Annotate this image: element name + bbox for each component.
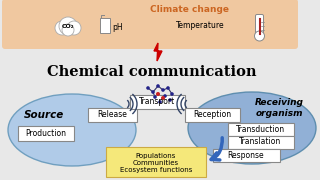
FancyBboxPatch shape xyxy=(18,125,74,141)
Circle shape xyxy=(166,86,170,90)
Circle shape xyxy=(62,24,74,36)
Circle shape xyxy=(163,94,167,98)
Circle shape xyxy=(161,88,165,92)
Ellipse shape xyxy=(8,94,136,166)
FancyBboxPatch shape xyxy=(185,107,239,122)
Circle shape xyxy=(170,92,174,96)
FancyBboxPatch shape xyxy=(130,94,185,109)
Text: Ecosystem functions: Ecosystem functions xyxy=(120,167,192,173)
Circle shape xyxy=(153,95,157,99)
Circle shape xyxy=(146,86,150,90)
FancyBboxPatch shape xyxy=(100,17,109,33)
Circle shape xyxy=(156,92,160,96)
Circle shape xyxy=(168,98,172,102)
Circle shape xyxy=(156,84,160,88)
FancyBboxPatch shape xyxy=(106,147,206,177)
Text: Transport: Transport xyxy=(139,97,175,106)
Text: Communities: Communities xyxy=(133,160,179,166)
FancyBboxPatch shape xyxy=(255,15,263,35)
Circle shape xyxy=(158,100,162,104)
FancyBboxPatch shape xyxy=(2,0,298,49)
Polygon shape xyxy=(154,43,162,61)
FancyBboxPatch shape xyxy=(228,123,293,136)
Circle shape xyxy=(55,21,69,35)
Text: Temperature: Temperature xyxy=(176,21,224,30)
Circle shape xyxy=(161,96,165,100)
Circle shape xyxy=(151,90,155,94)
Circle shape xyxy=(254,31,265,41)
Text: CO₂: CO₂ xyxy=(62,24,74,30)
Text: Receiving
organism: Receiving organism xyxy=(254,98,303,118)
Text: Chemical communication: Chemical communication xyxy=(47,65,257,79)
Text: Source: Source xyxy=(24,110,64,120)
Text: Translation: Translation xyxy=(239,138,282,147)
Circle shape xyxy=(59,17,77,35)
Text: Populations: Populations xyxy=(136,153,176,159)
Circle shape xyxy=(67,21,81,35)
FancyBboxPatch shape xyxy=(228,136,293,148)
FancyBboxPatch shape xyxy=(87,107,137,122)
Ellipse shape xyxy=(188,92,316,164)
FancyBboxPatch shape xyxy=(212,148,279,161)
Text: Production: Production xyxy=(25,129,66,138)
Text: Transduction: Transduction xyxy=(236,125,285,134)
Text: Reception: Reception xyxy=(193,110,231,119)
Text: Release: Release xyxy=(97,110,127,119)
Text: Climate change: Climate change xyxy=(150,6,229,15)
Text: pH: pH xyxy=(112,24,123,33)
Text: Response: Response xyxy=(228,150,264,159)
